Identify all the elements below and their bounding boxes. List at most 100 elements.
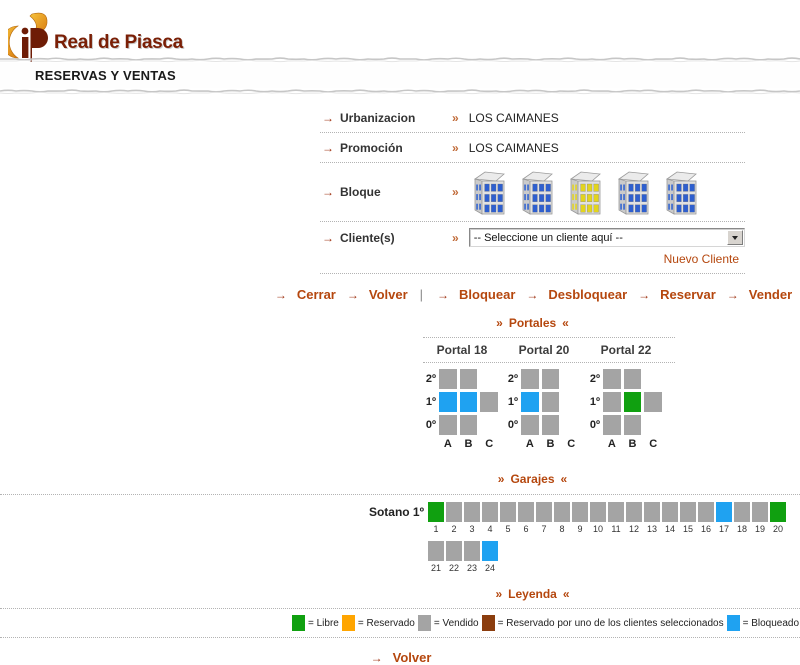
garage-cell-20[interactable]	[770, 502, 786, 522]
promocion-label: Promoción	[340, 141, 403, 155]
garage-cell-1[interactable]	[428, 502, 444, 522]
garage-space-11: 11	[608, 502, 624, 534]
portal-cell-Portal20-0ºA[interactable]	[521, 415, 539, 435]
portal-cell-Portal20-0ºB[interactable]	[541, 415, 560, 435]
legend-label: = Libre	[308, 617, 339, 629]
floor-label: 2º	[507, 373, 518, 385]
garage-cell-24[interactable]	[482, 541, 498, 561]
action-vender[interactable]: → Vender	[726, 287, 793, 302]
garage-cell-15[interactable]	[680, 502, 696, 522]
arrow-bullet-icon: →	[322, 230, 334, 245]
garage-space-6: 6	[518, 502, 534, 534]
garage-space-7: 7	[536, 502, 552, 534]
legend-label: = Reservado	[357, 617, 415, 629]
row-promocion: → Promoción » LOS CAIMANES	[320, 133, 745, 163]
portal-title: Portal 20	[518, 343, 570, 357]
garage-cell-23[interactable]	[464, 541, 480, 561]
bloque-3-building-icon[interactable]	[565, 169, 603, 215]
garage-cell-6[interactable]	[518, 502, 534, 522]
floor-label: 2º	[589, 373, 600, 385]
garage-cell-21[interactable]	[428, 541, 444, 561]
urbanizacion-value: LOS CAIMANES	[468, 111, 559, 125]
row-cliente: → Cliente(s) » -- Seleccione un cliente …	[320, 222, 745, 247]
action-reservar[interactable]: → Reservar	[638, 287, 716, 302]
garage-cell-9[interactable]	[572, 502, 588, 522]
garage-space-2: 2	[446, 502, 462, 534]
garajes-divider	[0, 494, 800, 495]
garage-space-14: 14	[662, 502, 678, 534]
garage-cell-16[interactable]	[698, 502, 714, 522]
nuevo-cliente-link[interactable]: Nuevo Cliente	[663, 252, 739, 266]
portal-cell-Portal22-1ºC[interactable]	[644, 392, 663, 412]
app-logo[interactable]: Real de Piasca	[0, 0, 800, 62]
garage-cell-2[interactable]	[446, 502, 462, 522]
portal-title: Portal 18	[436, 343, 488, 357]
garage-row-label	[0, 541, 428, 544]
garajes-heading: » Garajes «	[497, 472, 568, 486]
portal-cell-Portal18-2ºB[interactable]	[459, 369, 478, 389]
bloque-2-building-icon[interactable]	[517, 169, 555, 215]
arrow-bullet-icon: →	[437, 287, 450, 302]
legend-label: = Reservado por uno de los clientes sele…	[497, 617, 724, 629]
action-volver[interactable]: → Volver	[346, 287, 408, 302]
garage-number: 15	[682, 524, 693, 534]
portal-cell-Portal22-1ºA[interactable]	[603, 392, 621, 412]
garage-cell-4[interactable]	[482, 502, 498, 522]
bloque-4-building-icon[interactable]	[613, 169, 651, 215]
portal-cell-Portal18-1ºA[interactable]	[439, 392, 457, 412]
garage-cell-18[interactable]	[734, 502, 750, 522]
value-marker-icon: »	[452, 141, 459, 155]
portal-cell-Portal22-1ºB[interactable]	[623, 392, 642, 412]
dropdown-arrow-icon[interactable]	[727, 230, 743, 245]
portal-cell-Portal22-0ºA[interactable]	[603, 415, 621, 435]
garage-number: 12	[628, 524, 639, 534]
floor-label: 0º	[589, 419, 600, 431]
brand-mark-icon	[1, 10, 52, 65]
garage-cell-12[interactable]	[626, 502, 642, 522]
garage-space-3: 3	[464, 502, 480, 534]
portal-cell-Portal18-1ºB[interactable]	[459, 392, 478, 412]
garage-cell-3[interactable]	[464, 502, 480, 522]
garage-number: 6	[523, 524, 529, 534]
garage-cell-7[interactable]	[536, 502, 552, 522]
arrow-bullet-icon: →	[274, 287, 287, 302]
portal-cell-Portal22-0ºB[interactable]	[623, 415, 642, 435]
portal-cell-Portal18-0ºB[interactable]	[459, 415, 478, 435]
garage-cell-17[interactable]	[716, 502, 732, 522]
garage-cell-14[interactable]	[662, 502, 678, 522]
portal-cell-Portal20-1ºB[interactable]	[541, 392, 560, 412]
portal-cell-Portal20-2ºA[interactable]	[521, 369, 539, 389]
garage-cell-10[interactable]	[590, 502, 606, 522]
portal-cell-Portal22-2ºB[interactable]	[623, 369, 642, 389]
garage-cell-11[interactable]	[608, 502, 624, 522]
cliente-select[interactable]: -- Seleccione un cliente aquí --	[468, 228, 745, 247]
action-cerrar[interactable]: → Cerrar	[274, 287, 336, 302]
portal-cell-Portal18-2ºA[interactable]	[439, 369, 457, 389]
cliente-select-value: -- Seleccione un cliente aquí --	[473, 231, 623, 244]
column-letter: C	[485, 438, 494, 450]
garage-cell-5[interactable]	[500, 502, 516, 522]
action-bloquear[interactable]: → Bloquear	[437, 287, 516, 302]
action-desbloquear[interactable]: → Desbloquear	[526, 287, 628, 302]
volver-bottom-link[interactable]: → Volver	[370, 650, 432, 665]
column-letter: B	[628, 438, 637, 450]
garage-cell-22[interactable]	[446, 541, 462, 561]
portal-cell-Portal18-1ºC[interactable]	[480, 392, 499, 412]
garage-cell-19[interactable]	[752, 502, 768, 522]
floor-label: 2º	[425, 373, 436, 385]
garage-cell-13[interactable]	[644, 502, 660, 522]
bloque-5-building-icon[interactable]	[661, 169, 699, 215]
garage-number: 20	[772, 524, 783, 534]
leyenda-heading: » Leyenda «	[495, 587, 570, 601]
garage-space-20: 20	[770, 502, 786, 534]
portal-cell-Portal20-2ºB[interactable]	[541, 369, 560, 389]
garage-cell-8[interactable]	[554, 502, 570, 522]
legend-item-libre: = Libre	[292, 615, 339, 631]
portal-cell-Portal22-2ºA[interactable]	[603, 369, 621, 389]
portal-cell-Portal20-1ºA[interactable]	[521, 392, 539, 412]
garage-space-19: 19	[752, 502, 768, 534]
portal-names: Portal 18 Portal 20 Portal 22	[423, 337, 675, 363]
bloque-1-building-icon[interactable]	[469, 169, 507, 215]
portal-title: Portal 22	[600, 343, 652, 357]
portal-cell-Portal18-0ºA[interactable]	[439, 415, 457, 435]
